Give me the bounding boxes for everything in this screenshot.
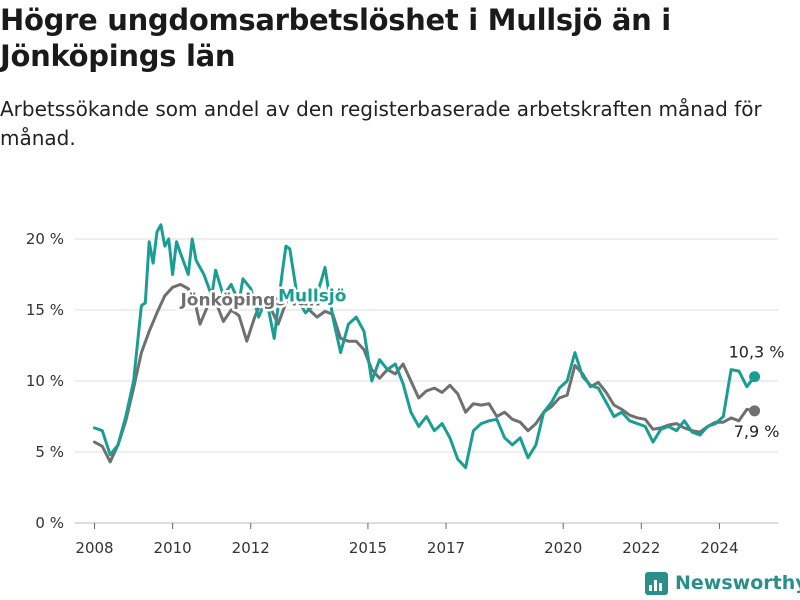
series-label-halo-jonkopings-lan: Jönköpings län xyxy=(179,291,320,311)
x-tick-label: 2015 xyxy=(349,539,387,557)
series-label-mullsjo: Mullsjö xyxy=(278,286,346,306)
y-axis: 0 % 5 % 10 % 15 % 20 % xyxy=(26,230,64,532)
x-tick-label: 2010 xyxy=(154,539,192,557)
series-label-halo-mullsjo: Mullsjö xyxy=(278,286,346,306)
chart-subtitle: Arbetssökande som andel av den registerb… xyxy=(0,97,762,150)
x-tick-label: 2008 xyxy=(75,539,113,557)
y-tick-label: 15 % xyxy=(26,301,64,319)
series-line-mullsjo xyxy=(93,223,757,470)
y-tick-label: 5 % xyxy=(35,443,64,461)
end-value-label-mullsjo: 10,3 % xyxy=(729,343,785,362)
end-point-mullsjo xyxy=(749,371,761,383)
brand-name: Newsworthy xyxy=(675,572,800,594)
end-value-label-jonkopings-lan: 7,9 % xyxy=(734,422,780,441)
series-label-jonkopings-lan: Jönköpings län xyxy=(179,291,320,311)
x-tick-label: 2017 xyxy=(427,539,465,557)
x-axis: 2008 2010 2012 2015 2017 2020 2022 2024 xyxy=(75,523,739,557)
end-point-jonkopings-lan xyxy=(749,405,761,417)
gridlines xyxy=(75,238,778,524)
x-tick-label: 2012 xyxy=(232,539,270,557)
y-tick-label: 0 % xyxy=(35,514,64,532)
series-line-jonkopings-lan xyxy=(93,282,757,464)
chart-title: Högre ungdomsarbetslöshet i Mullsjö än i… xyxy=(0,3,671,73)
brand-logo: Newsworthy xyxy=(645,568,800,598)
series-lines xyxy=(93,223,761,470)
y-tick-label: 20 % xyxy=(26,230,64,248)
x-tick-label: 2022 xyxy=(622,539,660,557)
y-tick-label: 10 % xyxy=(26,372,64,390)
x-tick-label: 2020 xyxy=(544,539,582,557)
bar-chart-logo-icon xyxy=(645,571,668,595)
x-tick-label: 2024 xyxy=(700,539,738,557)
